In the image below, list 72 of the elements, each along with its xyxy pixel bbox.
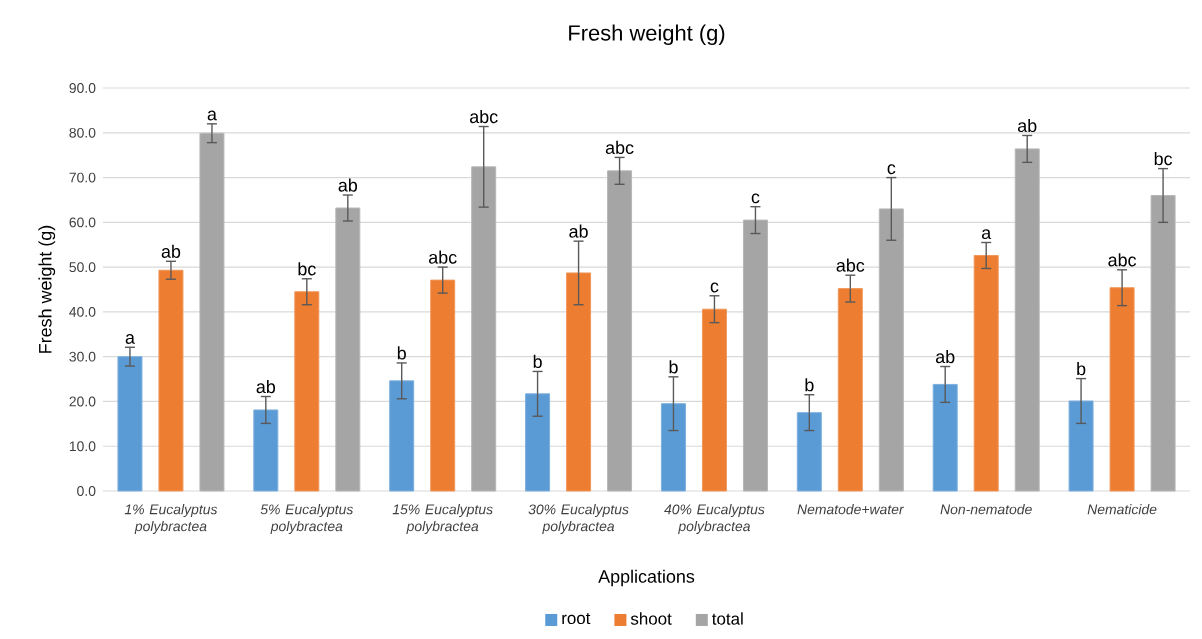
x-tick-label: 15% Eucalyptus polybractea: [392, 504, 493, 534]
data-label: ab: [935, 349, 955, 364]
chart-title: Fresh weight (g): [569, 24, 725, 46]
bar: [566, 272, 592, 492]
x-tick-label: 30% Eucalyptus polybractea: [528, 504, 629, 534]
bar: [158, 269, 184, 492]
x-tick-label: Non-nematode: [940, 504, 1032, 515]
data-label: b: [533, 354, 542, 369]
data-label: c: [751, 193, 760, 204]
y-tick-label: 40.0: [69, 306, 96, 317]
data-label: abc: [605, 140, 634, 155]
data-label: abc: [1108, 253, 1137, 267]
y-tick-label: 20.0: [69, 396, 96, 407]
data-label: b: [397, 346, 406, 360]
y-axis-title: Fresh weight (g): [38, 225, 56, 353]
bar: [932, 383, 958, 492]
y-tick-label: 50.0: [69, 262, 96, 273]
data-label: b: [805, 378, 814, 392]
bar: [1068, 400, 1094, 492]
bar: [525, 393, 551, 492]
legend-label: total: [712, 612, 743, 625]
data-label: abc: [428, 250, 457, 264]
legend-label: shoot: [630, 612, 672, 625]
x-tick-label: 5% Eucalyptus polybractea: [260, 504, 354, 534]
bar: [335, 207, 361, 492]
x-tick-label: 1% Eucalyptus polybractea: [124, 504, 218, 534]
data-label: c: [887, 164, 896, 175]
data-label: a: [207, 110, 217, 121]
data-label: ab: [569, 224, 588, 238]
x-tick-label: 40% Eucalyptus polybractea: [664, 504, 765, 534]
data-label: ab: [161, 244, 181, 258]
data-label: bc: [298, 262, 316, 276]
bar: [607, 170, 633, 492]
data-label: b: [669, 360, 678, 374]
data-label: abc: [836, 258, 865, 272]
bar: [878, 208, 904, 492]
x-axis-title: Applications: [598, 569, 695, 587]
x-tick-label: Nematicide: [1087, 504, 1157, 515]
data-label: a: [981, 229, 992, 240]
y-tick-label: 60.0: [69, 217, 96, 228]
bar: [1150, 194, 1176, 492]
bar: [253, 409, 279, 492]
x-tick-label: Nematode+water: [797, 504, 905, 515]
bar: [430, 279, 456, 492]
bar: [294, 291, 320, 492]
bar: [701, 308, 727, 492]
y-tick-label: 30.0: [69, 351, 96, 362]
data-label: a: [125, 334, 135, 344]
bar: [471, 166, 497, 492]
data-label: ab: [1017, 118, 1037, 133]
bar: [742, 219, 768, 492]
bar: [796, 412, 822, 492]
data-label: ab: [256, 379, 276, 394]
bar: [660, 403, 686, 492]
bar: [389, 380, 415, 492]
bar: [1109, 287, 1135, 492]
y-tick-label: 90.0: [69, 83, 96, 93]
legend-label: root: [562, 613, 591, 625]
bar: [973, 254, 999, 492]
y-tick-label: 80.0: [69, 127, 96, 138]
data-label: c: [710, 282, 719, 293]
data-label: abc: [469, 109, 498, 124]
data-label: b: [1077, 362, 1086, 376]
bar: [117, 356, 143, 492]
y-tick-label: 0.0: [77, 486, 96, 496]
bar: [199, 132, 225, 492]
data-label: ab: [338, 178, 358, 192]
bar: [837, 288, 863, 492]
bar: [1014, 148, 1040, 492]
data-label: bc: [1154, 152, 1173, 166]
y-tick-label: 70.0: [69, 172, 96, 183]
y-tick-label: 10.0: [69, 441, 96, 452]
